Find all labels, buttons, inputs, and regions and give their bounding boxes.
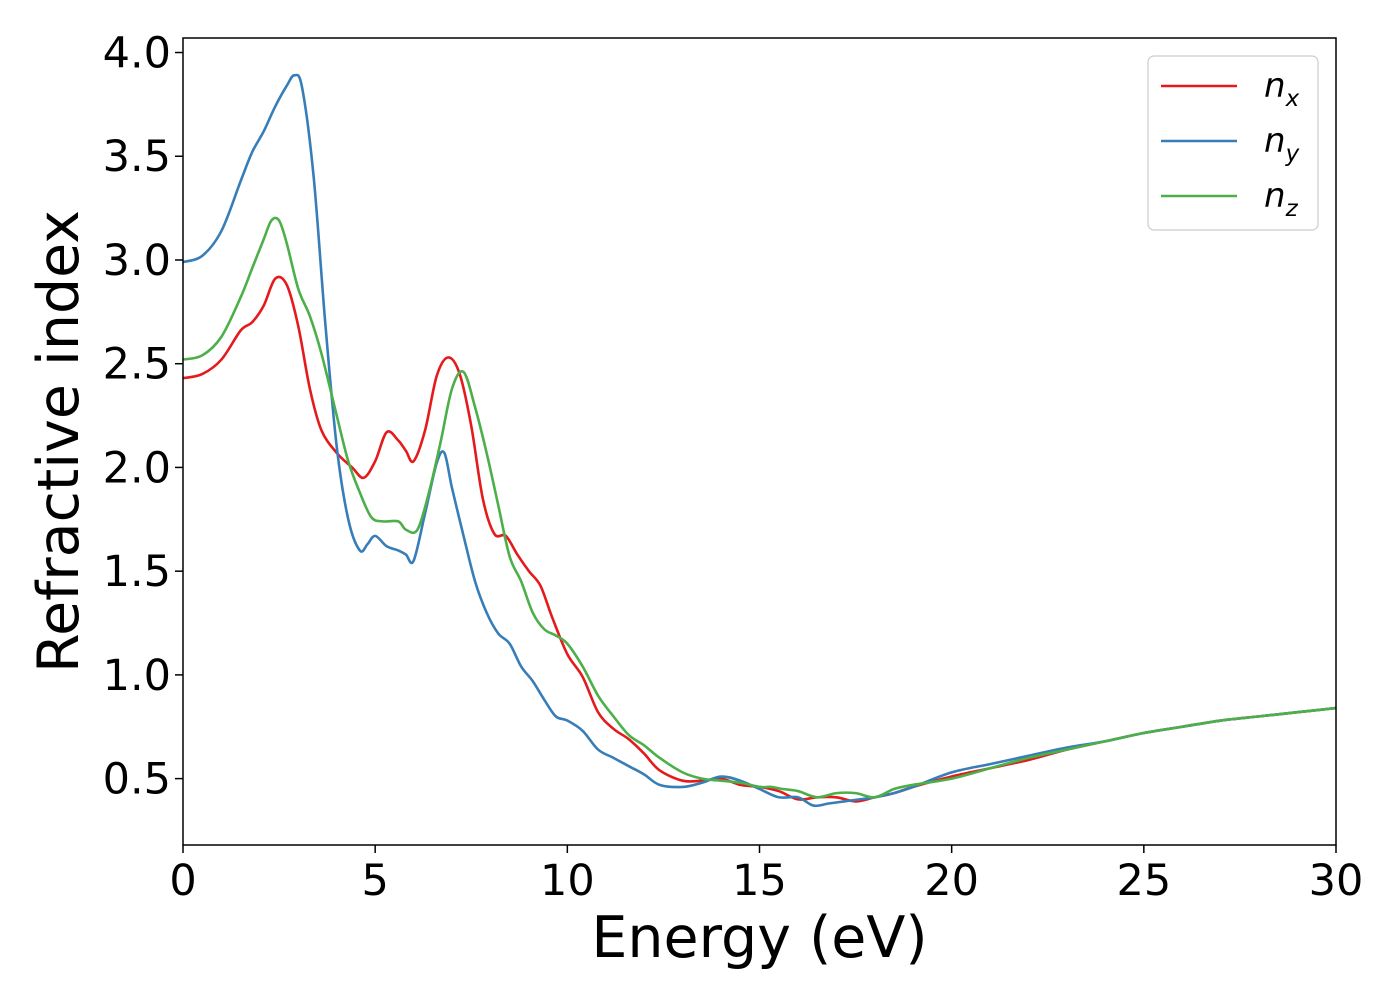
x-tick-label: 25 [1116,856,1171,906]
legend-entry-label: nx [1264,66,1300,112]
y-axis-label: Refractive index [26,210,92,673]
y-tick-label: 1.5 [103,547,171,597]
legend-entry-label: ny [1264,121,1300,167]
y-tick-label: 2.0 [103,443,171,493]
y-tick-label: 2.5 [103,340,171,390]
y-tick-label: 0.5 [103,755,171,805]
series-line-nz [183,216,1336,799]
series-layer [183,73,1336,808]
y-tick-label: 1.0 [103,651,171,701]
legend-box [1147,55,1319,231]
x-tick-label: 0 [169,856,196,906]
series-line-nx [183,275,1336,803]
y-tick-label: 3.5 [103,132,171,182]
series-line-ny [183,73,1336,808]
x-tick-label: 30 [1309,856,1364,906]
x-tick-label: 20 [924,856,979,906]
ticks-layer: 0 5 10 15 20 25 30 0.5 1.0 1.5 2.0 2.5 3.0 3.5 4.0 [103,29,1364,906]
y-tick-label: 3.0 [103,236,171,286]
x-tick-label: 10 [540,856,595,906]
x-tick-label: 15 [732,856,787,906]
x-tick-label: 5 [361,856,388,906]
y-tick-label: 4.0 [103,29,171,79]
x-axis-label: Energy (eV) [591,905,927,971]
